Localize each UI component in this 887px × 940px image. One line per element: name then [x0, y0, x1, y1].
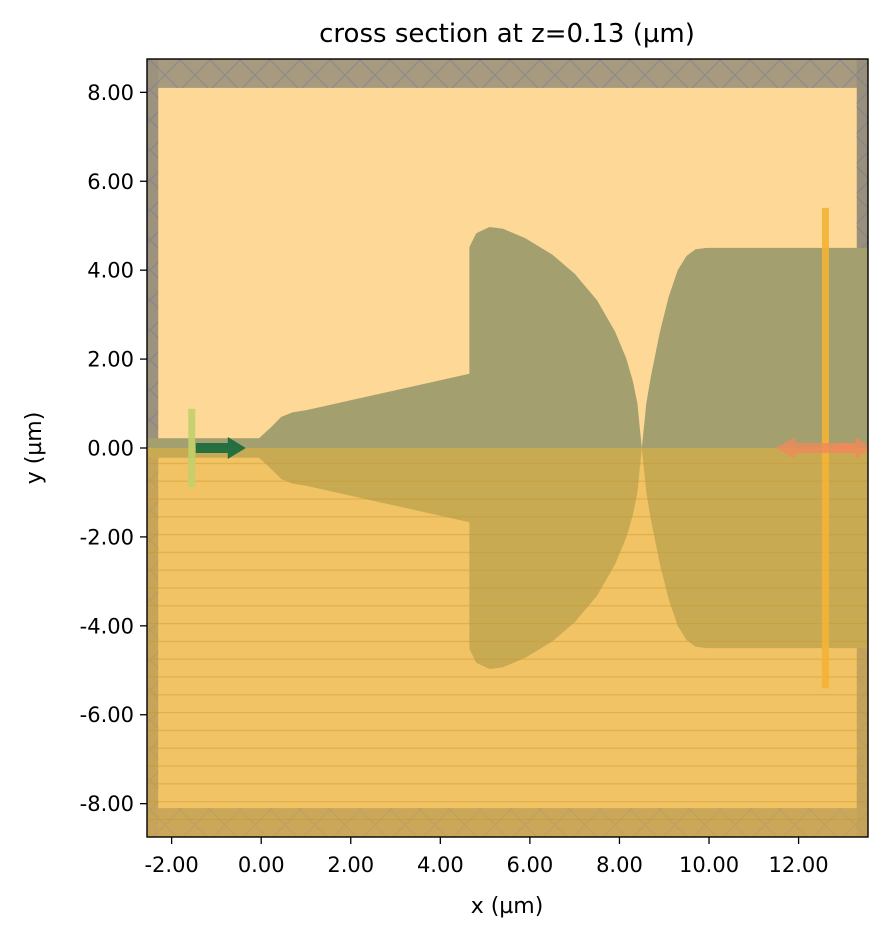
x-tick-label: 2.00: [327, 853, 374, 877]
y-tick-label: 0.00: [87, 437, 134, 461]
y-tick-label: -6.00: [80, 703, 134, 727]
y-tick-label: 8.00: [87, 81, 134, 105]
y-axis-label: y (µm): [22, 412, 47, 485]
x-tick-label: 6.00: [507, 853, 554, 877]
chart-title: cross section at z=0.13 (µm): [319, 19, 695, 49]
x-tick-label: 8.00: [596, 853, 643, 877]
source-direction-arrow: [195, 437, 246, 459]
y-tick-label: -2.00: [80, 525, 134, 549]
x-axis-label: x (µm): [471, 894, 544, 919]
plot-area: [147, 59, 868, 837]
pml-top-hatch: [147, 59, 868, 88]
y-tick-label: 4.00: [87, 259, 134, 283]
y-tick-label: -4.00: [80, 614, 134, 638]
x-tick-label: -2.00: [144, 853, 198, 877]
monitor-direction-arrow: [775, 437, 856, 459]
x-tick-label: 12.00: [769, 853, 829, 877]
symmetry-stripes: [147, 448, 868, 837]
y-axis: -8.00 -6.00 -4.00 -2.00 0.00 2.00 4.00 6.00 8.00: [80, 81, 147, 816]
x-tick-label: 10.00: [679, 853, 739, 877]
x-axis: -2.00 0.00 2.00 4.00 6.00 8.00 10.00 12.00: [144, 837, 829, 877]
x-tick-label: 4.00: [417, 853, 464, 877]
y-tick-label: -8.00: [80, 792, 134, 816]
monitor-direction-arrow-right: [835, 437, 868, 459]
y-tick-label: 2.00: [87, 348, 134, 372]
y-tick-label: 6.00: [87, 170, 134, 194]
x-tick-label: 0.00: [238, 853, 285, 877]
